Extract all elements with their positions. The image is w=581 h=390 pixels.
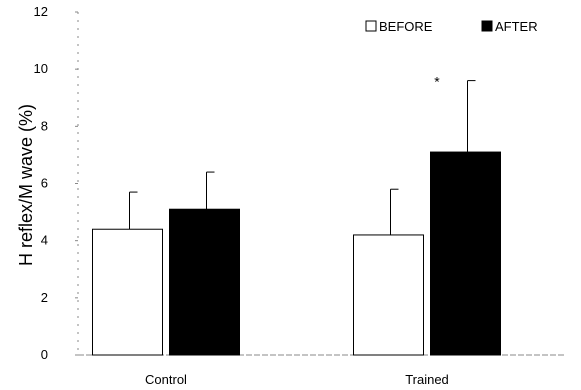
legend-swatch-after [481, 20, 493, 32]
bar-after-trained [430, 151, 501, 356]
bar-before-trained [353, 234, 424, 356]
error-bars [129, 80, 476, 235]
legend: BEFORE AFTER [365, 19, 538, 34]
y-tick-label: 6 [41, 176, 48, 191]
bar-before-control [92, 228, 163, 356]
y-tick-label: 10 [34, 61, 48, 76]
category-label: Control [145, 372, 187, 387]
y-axis-ticks: 0 2 4 6 8 10 12 [34, 4, 78, 362]
y-tick-label: 0 [41, 347, 48, 362]
bar-after-control [169, 208, 240, 356]
significance-marker: * [434, 73, 440, 89]
legend-label-after: AFTER [495, 19, 538, 34]
y-tick-label: 2 [41, 290, 48, 305]
bars [92, 151, 501, 356]
category-label: Trained [405, 372, 449, 387]
category-labels: Control Trained [145, 372, 449, 387]
legend-swatch-before [365, 20, 377, 32]
y-tick-label: 4 [41, 233, 48, 248]
y-tick-label: 8 [41, 118, 48, 133]
y-tick-label: 12 [34, 4, 48, 19]
legend-label-before: BEFORE [379, 19, 433, 34]
y-axis-label: H reflex/M wave (%) [16, 104, 36, 266]
annotations: * [434, 73, 440, 89]
